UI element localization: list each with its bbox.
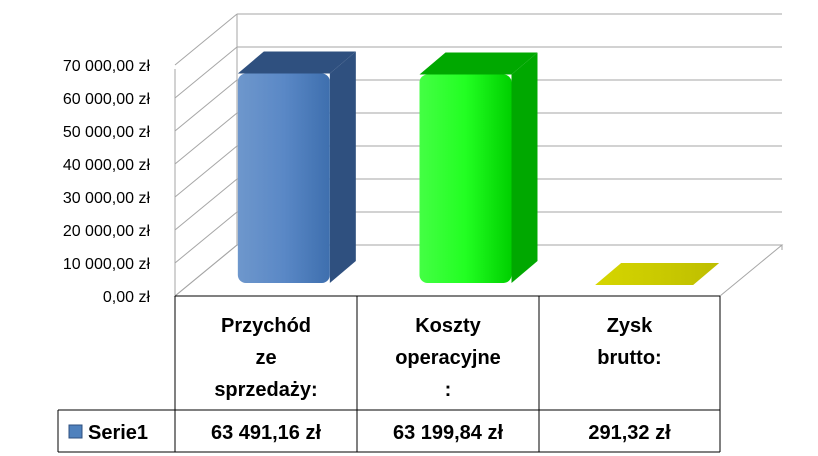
- y-tick-label: 30 000,00 zł: [63, 190, 151, 207]
- x-category-label: operacyjne: [395, 347, 501, 369]
- legend-label: Serie1: [88, 422, 148, 444]
- y-tick-label: 0,00 zł: [103, 289, 151, 306]
- x-category-label: ze: [255, 347, 276, 369]
- bar: [237, 51, 356, 283]
- bar-top: [237, 51, 356, 74]
- gridline-depth: [174, 46, 238, 99]
- bar-side: [511, 52, 538, 284]
- x-category-label: brutto:: [597, 347, 661, 369]
- y-tick-label: 50 000,00 zł: [63, 124, 151, 141]
- x-category-label: :: [445, 379, 452, 401]
- bars: [237, 51, 720, 285]
- x-category-label: Koszty: [415, 315, 481, 337]
- x-category-label: Zysk: [607, 315, 653, 337]
- data-label: 63 199,84 zł: [393, 422, 504, 444]
- y-tick-label: 60 000,00 zł: [63, 91, 151, 108]
- y-tick-label: 20 000,00 zł: [63, 223, 151, 240]
- bar-side: [329, 51, 356, 283]
- gridline-depth: [174, 145, 238, 198]
- gridline-depth: [174, 79, 238, 132]
- y-axis: 0,00 zł 10 000,00 zł 20 000,00 zł 30 000,00…: [63, 58, 151, 306]
- y-tick-label: 10 000,00 zł: [63, 256, 151, 273]
- y-tick-label: 70 000,00 zł: [63, 58, 151, 75]
- bar: [595, 263, 720, 285]
- gridline-depth: [174, 178, 238, 231]
- bar-front: [595, 263, 720, 285]
- gridline-depth: [174, 13, 238, 66]
- gridline-depth: [174, 211, 238, 264]
- data-table: Przychód ze sprzedaży: 63 491,16 zł Koszty op…: [57, 295, 721, 453]
- bar-top: [419, 52, 538, 75]
- bar: [419, 52, 538, 284]
- data-label: 291,32 zł: [588, 422, 671, 444]
- y-tick-label: 40 000,00 zł: [63, 157, 151, 174]
- x-category-label: Przychód: [221, 315, 311, 337]
- gridline-depth: [174, 112, 238, 165]
- data-label: 63 491,16 zł: [211, 422, 322, 444]
- x-category-label: sprzedaży:: [214, 379, 317, 401]
- bar-front: [419, 74, 512, 284]
- bar-front: [237, 73, 330, 283]
- legend-swatch: [68, 424, 83, 439]
